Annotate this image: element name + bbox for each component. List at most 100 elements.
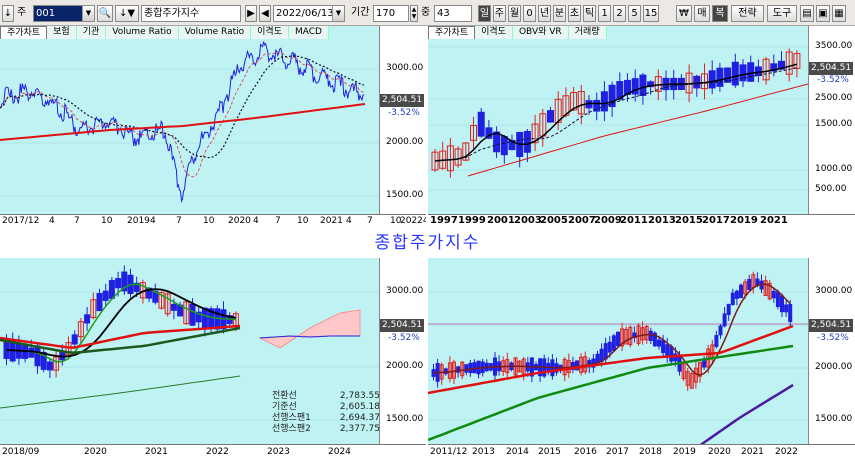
candle-body [784,304,789,313]
candle-body [788,304,793,322]
candle-body [485,127,493,139]
time-tick-label: 4 [253,216,259,226]
restore-button[interactable]: 복 [712,5,728,22]
candle-body [158,291,165,309]
date-field[interactable]: 2022/06/13 ▼ [273,5,345,22]
candle-body [685,371,690,386]
indicator-tab[interactable]: Volume Ratio [178,26,252,39]
candle-body [702,359,707,368]
candle-body [693,367,698,383]
interval-button[interactable]: 일 [478,5,491,22]
candle-body [46,361,53,371]
conversion-line [6,283,236,363]
stock-name-field[interactable]: 종합주가지수 [141,5,241,22]
candle-body [689,373,694,389]
period-spinner[interactable]: ▲ ▼ [410,5,418,22]
search-icon[interactable]: 🔍 [97,5,113,22]
time-tick-label: 2013 [648,215,676,226]
indicator-tab[interactable]: 보험 [47,26,77,39]
time-tick-label: 2020 [228,216,251,226]
time-tick-label: 10 [101,216,113,226]
indicator-tab[interactable]: 주가차트 [0,26,48,39]
candle-body [624,328,629,345]
candle-body [775,291,780,307]
step-back-icon[interactable]: ◀ [259,5,271,22]
interval-button[interactable]: 틱 [583,5,596,22]
buy-button[interactable]: 매 [694,5,710,22]
indicator-tab[interactable]: OBV와 VR [512,26,569,39]
save-icon[interactable]: ▣ [816,5,830,22]
indicator-tabs: 주가차트 보험 기관 Volume Ratio Volume Ratio 이격도 MACD [0,26,329,40]
candle-body [793,53,801,69]
candle-body [493,131,501,153]
time-tick-label: 2021 [741,447,764,457]
interval-button[interactable]: 초 [568,5,581,22]
candle-body [716,67,724,87]
ma-long-line [428,344,794,442]
time-axis: 2011/12 2013 2014 2015 2016 2017 2018 2019 2020 2… [428,444,855,459]
print-icon[interactable]: ▦ [832,5,846,22]
candle-body [681,363,686,380]
ma-long-line [0,103,366,141]
interval-button[interactable]: 년 [538,5,551,22]
indicator-tab[interactable]: 이격도 [475,26,513,39]
ma-long-line [467,83,808,177]
candle-body [608,84,616,107]
candle-body [53,356,60,371]
time-tick-label: 2017 [702,215,730,226]
period-input[interactable]: 170 [373,5,409,22]
sort-button[interactable]: ↓▼ [115,5,139,22]
ichimoku-chart-svg [0,265,379,421]
indicator-tab[interactable]: 거래량 [568,26,607,39]
ma-short-line [434,63,798,162]
candle-body [722,313,727,327]
interval-button[interactable]: 15 [643,5,659,22]
candle-body [724,67,732,83]
time-tick-label: 2022 [775,447,798,457]
candle-body [90,299,97,319]
indicator-tab[interactable]: Volume Ratio [106,26,179,39]
long-trend-line [0,375,241,409]
tools-button[interactable]: 도구 [767,5,797,22]
interval-button[interactable]: 0 [523,5,536,22]
price-change-label: -3.52% [388,108,420,118]
indicator-tab[interactable]: 기관 [76,26,107,39]
interval-button[interactable]: 분 [553,5,566,22]
plot-area[interactable]: 주가차트 보험 기관 Volume Ratio Volume Ratio 이격도 MACD [0,26,380,214]
time-axis: 2018/09 2020 2021 2022 2023 2024 [0,444,426,459]
interval-button[interactable]: 주 [493,5,506,22]
interval-button[interactable]: 2 [613,5,626,22]
candle-body [731,61,739,86]
chevron-down-icon[interactable]: ▼ [82,6,94,21]
play-icon[interactable]: ▶ [245,5,257,22]
indicator-tab[interactable]: 주가차트 [428,26,476,39]
nav-arrow-button[interactable]: ↓ [2,5,14,22]
plot-area[interactable]: 주가차트 이격도 OBV와 VR 거래량 [428,26,809,214]
plot-area[interactable]: 전환선 2,783.55 기준선 2,605.18 선행스팬1 2,694.37 선행스팬2… [0,258,380,444]
chart-panel-top-left: 주가차트 보험 기관 Volume Ratio Volume Ratio 이격도 MACD … [0,26,426,228]
ma-mid-line [434,67,798,162]
zoom-input[interactable]: 43 [434,5,472,22]
plot-area[interactable] [428,258,809,444]
candle-body [739,64,747,82]
stock-code-input[interactable]: 001 ▼ [33,5,95,22]
price-chart-svg [0,41,379,204]
interval-button[interactable]: 월 [508,5,521,22]
interval-button[interactable]: 5 [628,5,641,22]
folder-icon[interactable]: ▤ [800,5,814,22]
time-tick-label: 2020 [84,447,107,457]
candle-body [616,81,624,100]
won-button[interactable]: ₩ [676,5,692,22]
price-tick-label: 1500.00 [386,190,424,200]
chevron-down-icon[interactable]: ▼ [332,6,344,21]
zoom-label: 중 [421,7,431,18]
indicator-tab[interactable]: 이격도 [251,26,289,39]
candle-body [201,307,208,329]
indicator-tab[interactable]: MACD [289,26,329,39]
interval-button[interactable]: 1 [598,5,611,22]
base-line [6,288,237,358]
candle-body [734,290,739,299]
candle-body [693,75,701,89]
strategy-button[interactable]: 전략 [731,5,764,22]
